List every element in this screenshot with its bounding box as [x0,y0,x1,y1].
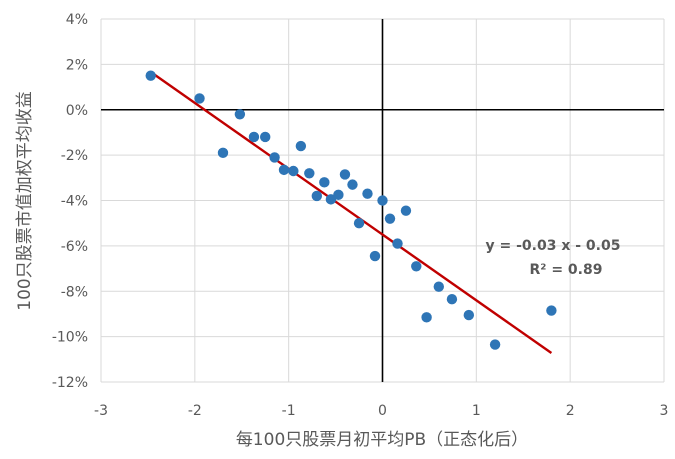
data-point [288,165,299,177]
data-point [411,261,422,272]
data-point [446,293,458,305]
x-tick-label: 1 [472,403,481,419]
x-axis-ticks: -3 -2 -1 0 1 2 3 [94,403,668,419]
trendline-group [150,71,553,354]
y-tick-label: -10% [52,330,88,346]
data-point [463,309,475,321]
data-point [384,213,396,224]
data-point [194,93,205,104]
y-tick-label: 0% [66,103,88,119]
data-point [421,312,432,323]
y-tick-label: -6% [61,239,88,255]
trendline [150,71,553,354]
data-point [377,195,388,206]
trendline-equation: y = -0.03 x - 0.05 [486,238,621,254]
y-tick-label: 4% [66,12,88,28]
data-point [362,188,373,199]
y-axis-title: 100只股票市值加权平均收益 [15,91,35,310]
y-tick-label: 2% [66,57,88,73]
data-point [269,152,280,163]
y-axis-ticks: -12% -10% -8% -6% -4% -2% 0% 2% 4% [52,12,88,391]
data-point [260,131,271,143]
data-point [278,164,290,176]
data-point [217,147,229,159]
data-point [333,189,344,201]
x-axis-title: 每100只股票月初平均PB（正态化后） [236,430,528,450]
data-point [489,339,501,350]
data-point [433,281,444,292]
y-tick-label: -4% [61,194,88,210]
x-tick-label: 0 [378,403,387,419]
y-tick-label: -2% [61,148,88,164]
x-tick-label: -3 [94,403,108,419]
data-point [248,131,260,143]
data-point [311,190,323,202]
data-point [295,140,307,152]
data-point [339,169,351,180]
data-point [546,305,557,316]
data-point [145,70,156,81]
data-point [304,168,315,179]
data-point [319,177,330,188]
data-points [145,70,557,350]
data-point [400,205,412,216]
x-tick-label: 3 [660,403,669,419]
y-tick-label: -8% [61,284,88,300]
x-tick-label: -2 [188,403,202,419]
x-tick-label: -1 [282,403,296,419]
data-point [392,238,403,249]
data-point [369,250,381,262]
data-point [353,217,365,229]
y-tick-label: -12% [52,375,88,391]
data-point [234,109,246,120]
r-squared-label: R² = 0.89 [530,262,603,278]
data-point [325,194,337,205]
x-tick-label: 2 [566,403,575,419]
data-point [347,179,358,190]
